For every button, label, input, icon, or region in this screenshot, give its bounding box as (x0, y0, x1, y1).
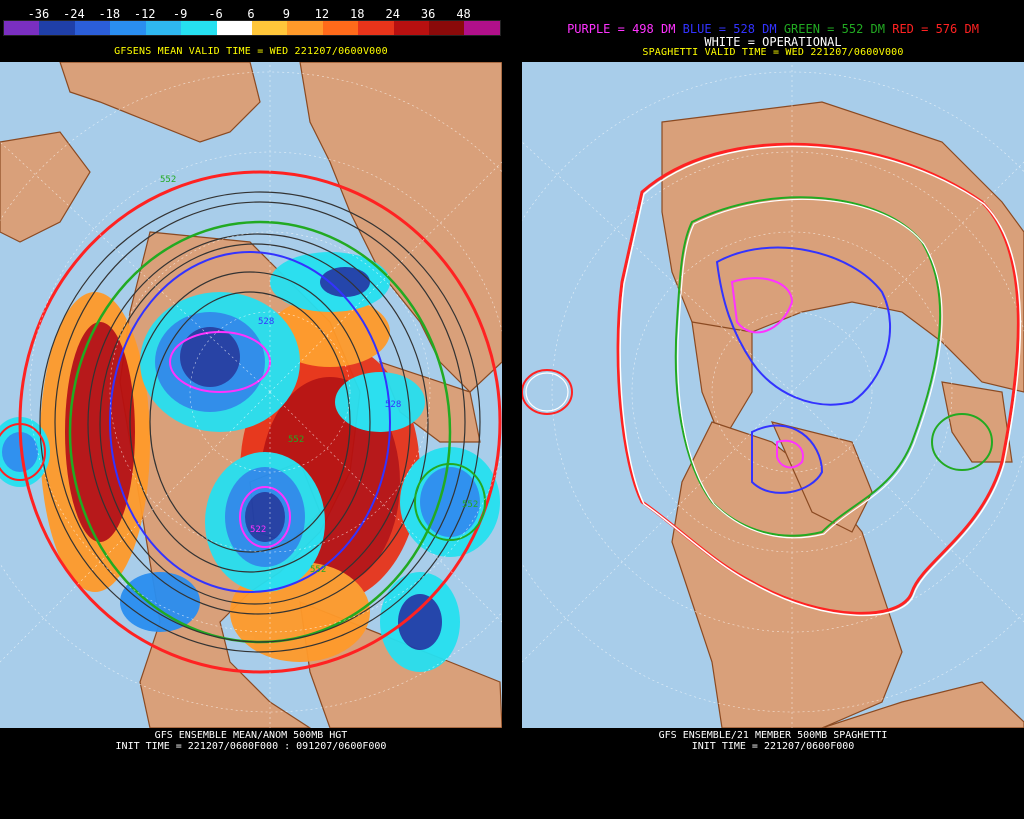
white-552-contour (677, 198, 943, 539)
right-footer-init-time: INIT TIME = 221207/0600F000 (691, 741, 855, 752)
spaghetti-contours (522, 142, 1022, 617)
colorbar-swatch (181, 21, 217, 35)
colorbar-swatch (39, 21, 75, 35)
contour-label: 522 (250, 525, 266, 535)
colorbar-swatch (393, 21, 430, 35)
legend-red: RED = 576 DM (892, 22, 979, 36)
colorbar-swatch (322, 21, 359, 35)
colorbar-swatch (464, 21, 500, 35)
contour-label: 528 (385, 400, 401, 410)
purple-498-contour (730, 277, 794, 334)
colorbar-tick-label: -36 (27, 7, 50, 21)
colorbar-tick-label: 18 (350, 7, 365, 21)
left-footer-title: GFS ENSEMBLE MEAN/ANOM 500MB HGT (154, 730, 348, 741)
blue-528-contour (715, 246, 891, 494)
colorbar-tick-label: 9 (282, 7, 291, 21)
colorbar-tick-label: -18 (98, 7, 121, 21)
lat-lon-grid (522, 62, 1024, 728)
green-552-closed-low (931, 413, 993, 471)
colorbar-tick-label: -24 (63, 7, 85, 21)
lat-lon-grid (0, 62, 502, 728)
colorbar-swatch (4, 21, 40, 35)
colorbar-swatch (145, 21, 182, 35)
contour-label: 552 (160, 175, 176, 185)
left-valid-time-header: GFSENS MEAN VALID TIME = WED 221207/0600… (114, 46, 388, 57)
right-valid-time-header: SPAGHETTI VALID TIME = WED 221207/0600V0… (642, 47, 904, 58)
colorbar-swatch (287, 21, 323, 35)
operational-legend: WHITE = OPERATIONAL (704, 35, 842, 49)
right-footer-title: GFS ENSEMBLE/21 MEMBER 500MB SPAGHETTI (658, 730, 888, 741)
white-576-closed-high (525, 372, 569, 412)
contour-labels: 528 552 552 522 528 552 552 (160, 175, 478, 575)
contour-label: 528 (258, 317, 274, 327)
spaghetti-map (522, 62, 1024, 728)
ensemble-mean-map: 528 552 552 522 528 552 552 (0, 62, 502, 728)
colorbar-swatch (251, 21, 288, 35)
white-576-contour (619, 145, 1022, 617)
colorbar-tick-label: 36 (420, 7, 436, 21)
colorbar-tick-label: 6 (247, 7, 255, 21)
colorbar-swatch (358, 21, 394, 35)
contour-label: 552 (310, 565, 326, 575)
colorbar-tick-label: 12 (314, 7, 330, 21)
spaghetti-legend: PURPLE = 498 DM BLUE = 528 DM GREEN = 55… (522, 22, 1024, 36)
contour-label: 552 (288, 435, 304, 445)
colorbar-swatch (74, 21, 111, 35)
height-contours (0, 170, 502, 674)
ensemble-mean-anomaly-panel: -36 -24 -18 -12 -9 -6 6 9 12 18 24 36 48 GFSENS MEAN… (0, 0, 502, 819)
colorbar-swatch (429, 21, 465, 35)
colorbar-swatch (110, 21, 146, 35)
anomaly-colorbar (3, 20, 501, 36)
colorbar-tick-label: -12 (133, 7, 156, 21)
contour-label: 552 (462, 500, 478, 510)
colorbar-swatch (216, 21, 252, 35)
panel-divider (502, 0, 522, 819)
red-576-contour (616, 142, 1020, 615)
colorbar-tick-label: 48 (456, 7, 471, 21)
legend-purple: PURPLE = 498 DM (567, 22, 676, 36)
legend-green: GREEN = 552 DM (783, 22, 885, 36)
left-footer-init-time: INIT TIME = 221207/0600F000 : 091207/060… (115, 741, 387, 752)
purple-498-contour-2 (776, 439, 804, 469)
colorbar-tick-label: 24 (385, 7, 400, 21)
spaghetti-panel: PURPLE = 498 DM BLUE = 528 DM GREEN = 55… (522, 0, 1024, 819)
colorbar-tick-label: -9 (172, 7, 188, 21)
red-576-closed-high (522, 369, 573, 415)
legend-blue: BLUE = 528 DM (682, 22, 777, 36)
colorbar-tick-label: -6 (208, 7, 223, 21)
